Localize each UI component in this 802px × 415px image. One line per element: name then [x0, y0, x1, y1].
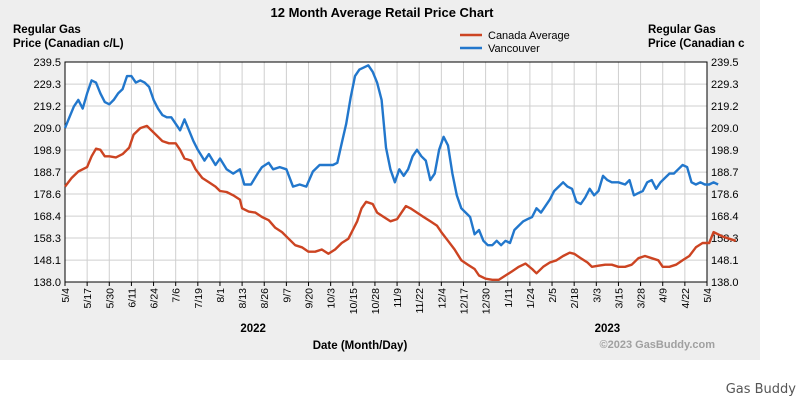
y-tick-label-left: 239.5	[33, 57, 61, 69]
legend-label: Vancouver	[488, 43, 540, 55]
y-tick-label-right: 158.3	[711, 233, 739, 245]
watermark: ©2023 GasBuddy.com	[600, 339, 716, 351]
x-tick-label: 10/3	[326, 288, 338, 309]
y-axis-title-left: Regular Gas	[13, 24, 81, 36]
x-tick-label: 11/9	[392, 288, 404, 308]
x-tick-label: 11/22	[414, 288, 426, 314]
chart-title: 12 Month Average Retail Price Chart	[271, 5, 495, 20]
x-tick-label: 6/11	[126, 288, 138, 308]
x-tick-label: 3/28	[636, 288, 648, 309]
y-tick-label-right: 188.7	[711, 167, 739, 179]
y-tick-label-right: 229.3	[711, 79, 739, 91]
x-tick-label: 3/15	[613, 288, 625, 309]
x-tick-label: 1/24	[525, 288, 537, 309]
x-tick-label: 9/20	[304, 288, 316, 309]
y-tick-label-left: 219.2	[33, 101, 61, 113]
y-tick-label-left: 168.4	[33, 211, 61, 223]
x-tick-label: 8/1	[215, 288, 227, 303]
y-axis-title-left-2: Price (Canadian c/L)	[13, 38, 124, 50]
y-tick-label-left: 158.3	[33, 233, 61, 245]
year-label: 2023	[595, 323, 621, 335]
x-tick-label: 4/22	[680, 288, 692, 309]
y-tick-label-left: 229.3	[33, 79, 61, 91]
x-tick-label: 10/28	[370, 288, 382, 314]
y-tick-label-left: 178.6	[33, 189, 61, 201]
y-tick-label-left: 198.9	[33, 145, 61, 157]
x-tick-label: 5/4	[60, 288, 72, 303]
x-tick-label: 5/17	[82, 288, 94, 309]
y-tick-label-right: 219.2	[711, 101, 739, 113]
year-label: 2022	[240, 323, 266, 335]
y-tick-label-right: 239.5	[711, 57, 739, 69]
x-tick-label: 3/3	[591, 288, 603, 303]
x-tick-label: 5/4	[702, 288, 714, 303]
x-tick-label: 10/15	[348, 288, 360, 314]
x-tick-label: 12/17	[458, 288, 470, 314]
x-tick-label: 5/30	[104, 288, 116, 309]
x-tick-label: 9/7	[281, 288, 293, 303]
x-tick-label: 1/11	[503, 288, 515, 308]
x-tick-label: 12/30	[481, 288, 493, 314]
y-axis-title-right-2: Price (Canadian c	[648, 38, 745, 50]
x-tick-label: 2/18	[569, 288, 581, 309]
x-tick-label: 12/4	[436, 288, 448, 309]
x-tick-label: 4/9	[658, 288, 670, 303]
y-tick-label-left: 148.1	[33, 255, 61, 267]
caption: Gas Buddy	[725, 382, 796, 397]
y-tick-label-right: 138.0	[711, 277, 739, 289]
y-tick-label-right: 209.0	[711, 123, 739, 135]
x-tick-label: 8/13	[237, 288, 249, 309]
y-tick-label-right: 148.1	[711, 255, 739, 267]
y-tick-label-right: 178.6	[711, 189, 739, 201]
y-tick-label-right: 198.9	[711, 145, 739, 157]
y-tick-label-right: 168.4	[711, 211, 739, 223]
x-tick-label: 7/19	[193, 288, 205, 309]
legend-label: Canada Average	[488, 30, 570, 42]
x-tick-label: 2/5	[547, 288, 559, 303]
y-axis-title-right: Regular Gas	[648, 24, 716, 36]
x-tick-label: 6/24	[149, 288, 161, 309]
plot-border	[64, 61, 708, 283]
series-line-canada-average	[64, 124, 737, 281]
y-tick-label-left: 209.0	[33, 123, 61, 135]
series-line-vancouver	[63, 64, 719, 247]
y-tick-label-left: 188.7	[33, 167, 61, 179]
y-tick-label-left: 138.0	[33, 277, 61, 289]
x-tick-label: 8/26	[259, 288, 271, 309]
x-axis-title: Date (Month/Day)	[313, 340, 408, 352]
x-tick-label: 7/6	[171, 288, 183, 303]
